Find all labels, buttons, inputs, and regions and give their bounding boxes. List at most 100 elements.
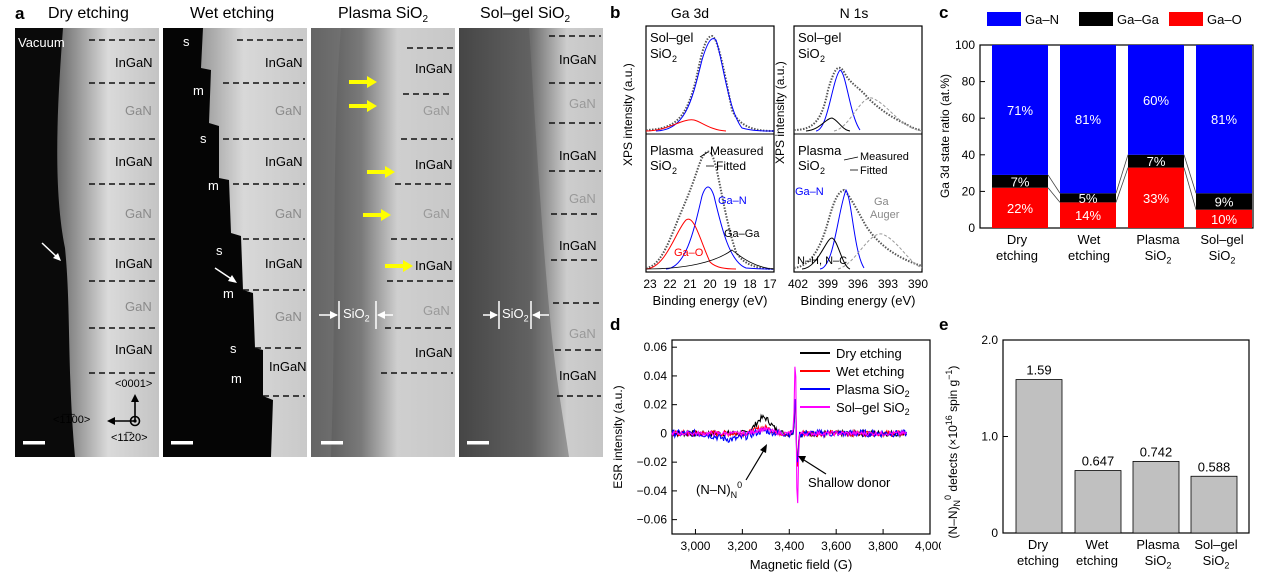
connector-line xyxy=(1115,167,1129,203)
y-tick-label: 1.0 xyxy=(981,430,998,444)
bar-value-label: 7% xyxy=(1011,174,1030,189)
category-label: Wet etching xyxy=(1076,537,1118,568)
legend-label: Dry etching xyxy=(836,346,902,361)
n1s-bot-component xyxy=(819,188,865,270)
xtick: 20 xyxy=(703,277,717,291)
ga3d-gan-label: Ga–N xyxy=(718,195,747,207)
panel-c-stacked-bar: c Ga–N Ga–Ga Ga–O Ga 3d state ratio (at.… xyxy=(938,3,1254,235)
bar-segment-ga-n xyxy=(1128,45,1184,155)
panel-e-defects: e 0 1.0 2.0 1.59 0.647 0.742 0.588 (N–N)N0 de… xyxy=(939,315,1250,540)
y-tick-label: 0 xyxy=(660,426,667,440)
panel-a2-title: Wet etching xyxy=(190,5,275,22)
bar-segment-ga-n xyxy=(1196,45,1252,194)
bar-value-label: 7% xyxy=(1147,154,1166,169)
category-label: Wet etching xyxy=(1068,232,1110,263)
category-label: Sol–gel SiO2 xyxy=(1194,537,1238,571)
bar-value-label: 22% xyxy=(1007,201,1033,216)
ga3d-bot-measured xyxy=(645,150,775,270)
step-label: s xyxy=(183,34,190,49)
layer-label: InGaN xyxy=(115,55,153,70)
connector-line xyxy=(1047,174,1061,194)
y-tick-label: 0.02 xyxy=(644,398,668,412)
defect-bar xyxy=(1190,475,1238,534)
layer-label: GaN xyxy=(275,309,302,324)
bar-value-label: 60% xyxy=(1143,93,1169,108)
legend-label: Ga–Ga xyxy=(1117,12,1160,27)
layer-label: GaN xyxy=(125,206,152,221)
layer-label: InGaN xyxy=(265,256,303,271)
bar-segment-ga-ga xyxy=(1060,193,1116,203)
xtick: 18 xyxy=(743,277,757,291)
y-tick-label: 40 xyxy=(962,148,976,162)
legend-label: Ga–N xyxy=(1025,12,1059,27)
panel-a1-title: Dry etching xyxy=(48,5,129,22)
category-label: Plasma SiO2 xyxy=(1136,232,1180,266)
xtick: 396 xyxy=(848,277,868,291)
layer-label: GaN xyxy=(423,206,450,221)
step-label: m xyxy=(231,371,242,386)
xps-ylabel-left: XPS intensity (a.u.) xyxy=(621,63,635,166)
xtick: 22 xyxy=(663,277,677,291)
n1s-top-measured xyxy=(793,66,923,131)
bar-segment-ga-o xyxy=(1196,209,1252,228)
panel-a3-title: Plasma SiO2 xyxy=(338,5,429,26)
layer-label: GaN xyxy=(569,96,596,111)
bar-value-label: 33% xyxy=(1143,191,1169,206)
legend-swatch-ga-ga xyxy=(1079,12,1113,26)
measured-label: Measured xyxy=(710,144,763,158)
bar-segment-ga-o xyxy=(992,187,1048,228)
top-sample-sub-r: 2 xyxy=(820,54,825,64)
step-label: m xyxy=(223,286,234,301)
y-tick-label: 100 xyxy=(955,38,975,52)
bar-value-label: 5% xyxy=(1079,191,1098,206)
xtick: 402 xyxy=(788,277,808,291)
y-tick-label: −0.04 xyxy=(637,484,668,498)
category-label: Plasma SiO2 xyxy=(1136,537,1180,571)
layer-label: InGaN xyxy=(415,345,453,360)
layer-label: InGaN xyxy=(115,256,153,271)
fitted-label: Fitted xyxy=(716,159,746,173)
panel-e-label: e xyxy=(939,315,948,334)
panel-a4-title: Sol–gel SiO2 xyxy=(480,5,571,26)
top-sample-sub: 2 xyxy=(672,54,677,64)
bar-value-label: 0.647 xyxy=(1082,454,1115,469)
x-tick-label: 3,400 xyxy=(774,539,804,553)
ga3d-bot-gan xyxy=(665,186,775,270)
layer-label: GaN xyxy=(275,103,302,118)
connector-line xyxy=(1183,154,1197,194)
y-tick-label: 80 xyxy=(962,75,976,89)
xps-right-xticks: 402 399 396 393 390 xyxy=(788,277,928,291)
panel-e-xlabels: Dry etching Wet etching Plasma SiO2 Sol–gel… xyxy=(1003,537,1253,583)
layer-label: GaN xyxy=(275,206,302,221)
xtick: 23 xyxy=(643,277,657,291)
legend-swatch-ga-n xyxy=(987,12,1021,26)
plot-frame xyxy=(671,339,931,535)
category-label: Dry etching xyxy=(1017,537,1059,568)
layer-label: InGaN xyxy=(415,61,453,76)
bot-sample-sub-r: 2 xyxy=(820,166,825,176)
y-tick-label: 0 xyxy=(968,221,975,235)
ga3d-top-gan xyxy=(655,38,775,132)
layer-label: InGaN xyxy=(559,148,597,163)
panel-d-label: d xyxy=(610,315,620,334)
connector-line xyxy=(1183,167,1197,210)
bar-value-label: 81% xyxy=(1211,112,1237,127)
sio2-label: SiO2 xyxy=(502,306,529,324)
ga3d-top-measured xyxy=(645,34,775,132)
panel-b-label: b xyxy=(610,3,620,22)
step-label: m xyxy=(208,178,219,193)
bot-sample-line2: SiO xyxy=(650,158,672,173)
y-tick-label: −0.02 xyxy=(637,455,668,469)
layer-label: InGaN xyxy=(415,157,453,172)
layer-label: GaN xyxy=(125,299,152,314)
y-tick-label: 2.0 xyxy=(981,333,998,347)
layer-label: InGaN xyxy=(415,258,453,273)
esr-ylabel: ESR intensity (a.u.) xyxy=(611,385,625,488)
n1s-ga-label: Ga xyxy=(874,196,890,208)
layer-label: InGaN xyxy=(265,55,303,70)
xtick: 390 xyxy=(908,277,928,291)
fitted-label-r: Fitted xyxy=(860,165,888,177)
ga3d-title: Ga 3d xyxy=(671,5,709,21)
bar-segment-ga-o xyxy=(1128,167,1184,228)
xtick: 393 xyxy=(878,277,898,291)
